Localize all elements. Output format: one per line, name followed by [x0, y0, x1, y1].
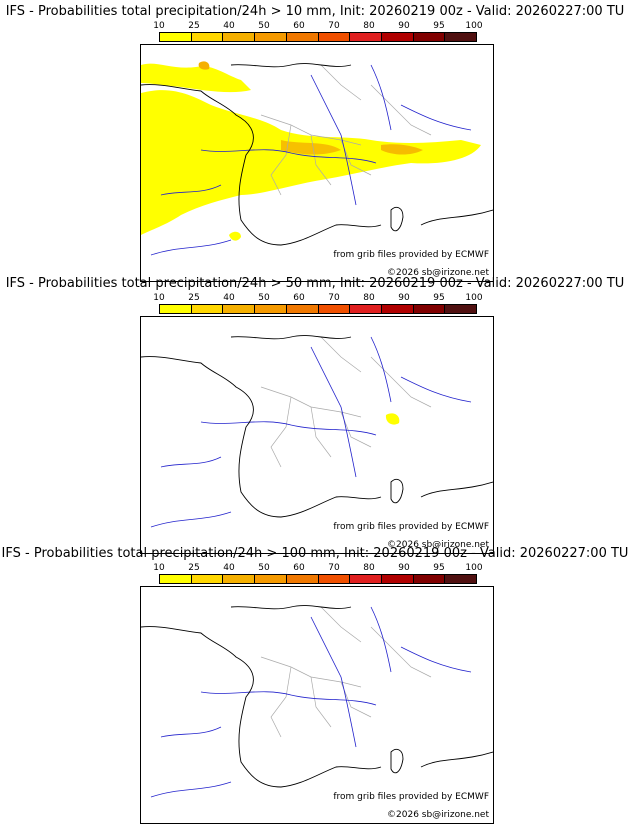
- colorbar-tick: 95: [433, 293, 445, 303]
- colorbar-tick: 60: [293, 21, 305, 31]
- colorbar-segment: [445, 575, 477, 583]
- colorbar-segment: [223, 33, 256, 41]
- colorbar: [159, 32, 477, 42]
- precip-map: [141, 61, 493, 256]
- colorbar-tick: 90: [398, 563, 410, 573]
- colorbar-tick: 70: [328, 21, 340, 31]
- colorbar-segment: [381, 575, 414, 583]
- colorbar-tick: 40: [223, 293, 235, 303]
- panel-100mm: IFS - Probabilities total precipitation/…: [0, 546, 630, 824]
- colorbar-segment: [318, 575, 351, 583]
- colorbar-segment: [255, 575, 287, 583]
- map-frame: from grib files provided by ECMWF ©2026 …: [140, 586, 494, 824]
- colorbar-tick: 50: [258, 293, 270, 303]
- colorbar-segment: [223, 575, 256, 583]
- panel-title: IFS - Probabilities total precipitation/…: [1, 546, 629, 561]
- colorbar-tick: 25: [188, 563, 200, 573]
- colorbar: [159, 574, 477, 584]
- copyright-credit: ©2026 sb@irizone.net: [387, 540, 489, 551]
- borders-layer: [260, 606, 432, 738]
- colorbar-segment: [223, 305, 256, 313]
- copyright-credit: ©2026 sb@irizone.net: [387, 810, 489, 821]
- colorbar-tick: 90: [398, 293, 410, 303]
- panel-50mm: IFS - Probabilities total precipitation/…: [0, 276, 630, 554]
- colorbar-tick: 70: [328, 293, 340, 303]
- colorbar-tick: 100: [465, 293, 483, 303]
- colorbar-segment: [318, 33, 351, 41]
- colorbar-segment: [445, 305, 477, 313]
- map-frame: from grib files provided by ECMWF ©2026 …: [140, 316, 494, 554]
- colorbar-segment: [413, 33, 446, 41]
- colorbar-tick: 100: [465, 21, 483, 31]
- colorbar-tick: 25: [188, 293, 200, 303]
- colorbar-segment: [350, 33, 382, 41]
- colorbar-segment: [286, 33, 319, 41]
- colorbar-tick: 80: [363, 293, 375, 303]
- colorbar-tick: 10: [153, 21, 165, 31]
- colorbar-segment: [191, 305, 224, 313]
- colorbar-segment: [350, 305, 382, 313]
- colorbar: [159, 304, 477, 314]
- coastline-layer: [141, 63, 493, 246]
- colorbar-segment: [381, 33, 414, 41]
- colorbar-segment: [445, 33, 477, 41]
- colorbar-tick: 50: [258, 21, 270, 31]
- precip-map: [141, 605, 493, 798]
- colorbar-segment: [381, 305, 414, 313]
- colorbar-segment: [413, 575, 446, 583]
- colorbar-tick: 40: [223, 563, 235, 573]
- source-credit: from grib files provided by ECMWF: [333, 250, 489, 261]
- colorbar-tick: 10: [153, 293, 165, 303]
- panel-title: IFS - Probabilities total precipitation/…: [5, 276, 625, 291]
- colorbar-tick: 70: [328, 563, 340, 573]
- colorbar-segment: [191, 575, 224, 583]
- map-frame: from grib files provided by ECMWF ©2026 …: [140, 44, 494, 282]
- colorbar-tick: 80: [363, 21, 375, 31]
- colorbar-segment: [318, 305, 351, 313]
- colorbar-segment: [160, 305, 192, 313]
- colorbar-segment: [160, 575, 192, 583]
- colorbar-segment: [191, 33, 224, 41]
- precip-map: [141, 335, 493, 528]
- colorbar-tick: 40: [223, 21, 235, 31]
- rivers-layer: [150, 336, 472, 528]
- colorbar-tick: 10: [153, 563, 165, 573]
- colorbar-segment: [255, 33, 287, 41]
- rivers-layer: [150, 64, 472, 256]
- colorbar-tick: 95: [433, 21, 445, 31]
- colorbar-tick: 95: [433, 563, 445, 573]
- colorbar-segment: [413, 305, 446, 313]
- colorbar-segment: [160, 33, 192, 41]
- precip-shading: [385, 413, 400, 425]
- colorbar-segment: [286, 305, 319, 313]
- colorbar-tick: 60: [293, 563, 305, 573]
- colorbar-tick: 25: [188, 21, 200, 31]
- copyright-credit: ©2026 sb@irizone.net: [387, 268, 489, 279]
- colorbar-segment: [286, 575, 319, 583]
- precip-shading: [141, 61, 481, 241]
- colorbar-tick: 80: [363, 563, 375, 573]
- panel-title: IFS - Probabilities total precipitation/…: [5, 4, 625, 19]
- colorbar-tick: 100: [465, 563, 483, 573]
- colorbar-tick: 90: [398, 21, 410, 31]
- borders-layer: [260, 336, 432, 468]
- colorbar-tick: 60: [293, 293, 305, 303]
- colorbar-tick-labels: 10 25 40 50 60 70 80 90 95 100: [153, 21, 490, 31]
- colorbar-segment: [350, 575, 382, 583]
- source-credit: from grib files provided by ECMWF: [333, 522, 489, 533]
- source-credit: from grib files provided by ECMWF: [333, 792, 489, 803]
- colorbar-tick-labels: 10 25 40 50 60 70 80 90 95 100: [153, 293, 490, 303]
- colorbar-tick-labels: 10 25 40 50 60 70 80 90 95 100: [153, 563, 490, 573]
- rivers-layer: [150, 606, 472, 798]
- colorbar-segment: [255, 305, 287, 313]
- colorbar-tick: 50: [258, 563, 270, 573]
- panel-10mm: IFS - Probabilities total precipitation/…: [0, 4, 630, 282]
- coastline-layer: [141, 605, 493, 788]
- coastline-layer: [141, 335, 493, 518]
